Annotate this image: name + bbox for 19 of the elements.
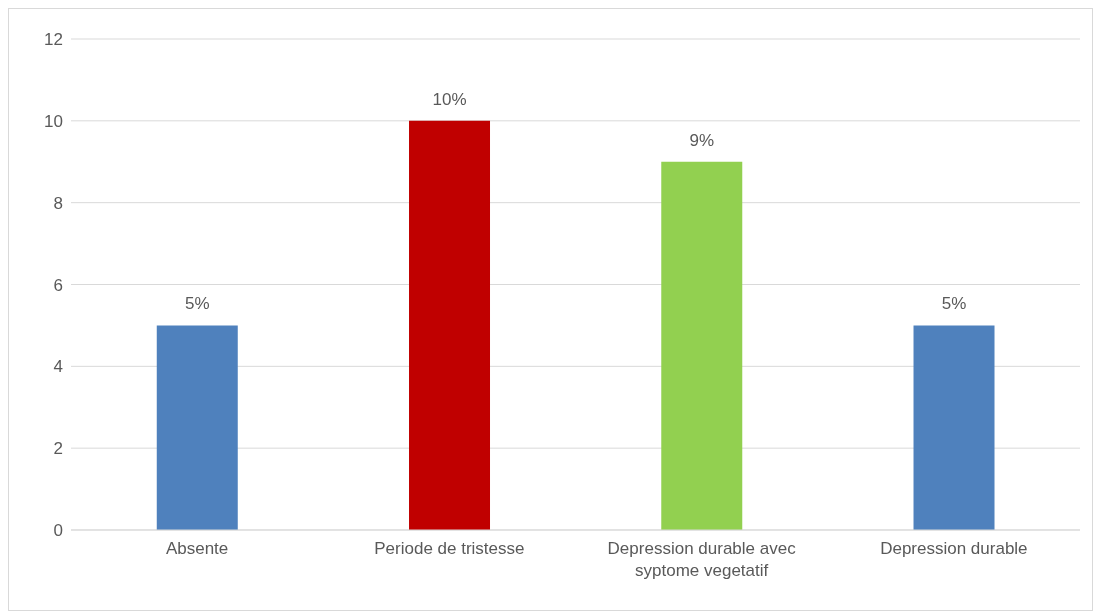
y-tick-label: 8 <box>53 193 63 213</box>
y-tick-label: 4 <box>53 357 63 377</box>
data-label: 10% <box>432 89 467 109</box>
y-tick-label: 12 <box>44 30 63 50</box>
y-tick-label: 2 <box>53 439 63 459</box>
bar <box>409 120 491 530</box>
y-tick-label: 0 <box>53 521 63 541</box>
data-label: 5% <box>184 294 210 314</box>
x-tick-label: Absente <box>165 539 229 558</box>
x-tick-label: Periode de tristesse <box>374 539 525 558</box>
x-tick-label: Depression durable <box>880 539 1028 558</box>
bar <box>156 325 238 530</box>
bar <box>661 161 743 530</box>
y-tick-label: 6 <box>53 275 63 295</box>
bar <box>913 325 995 530</box>
data-label: 9% <box>689 130 715 150</box>
x-tick-label: Depression durable avec syptome vegetatif <box>607 539 797 580</box>
y-tick-label: 10 <box>44 111 63 131</box>
data-label: 5% <box>941 294 967 314</box>
